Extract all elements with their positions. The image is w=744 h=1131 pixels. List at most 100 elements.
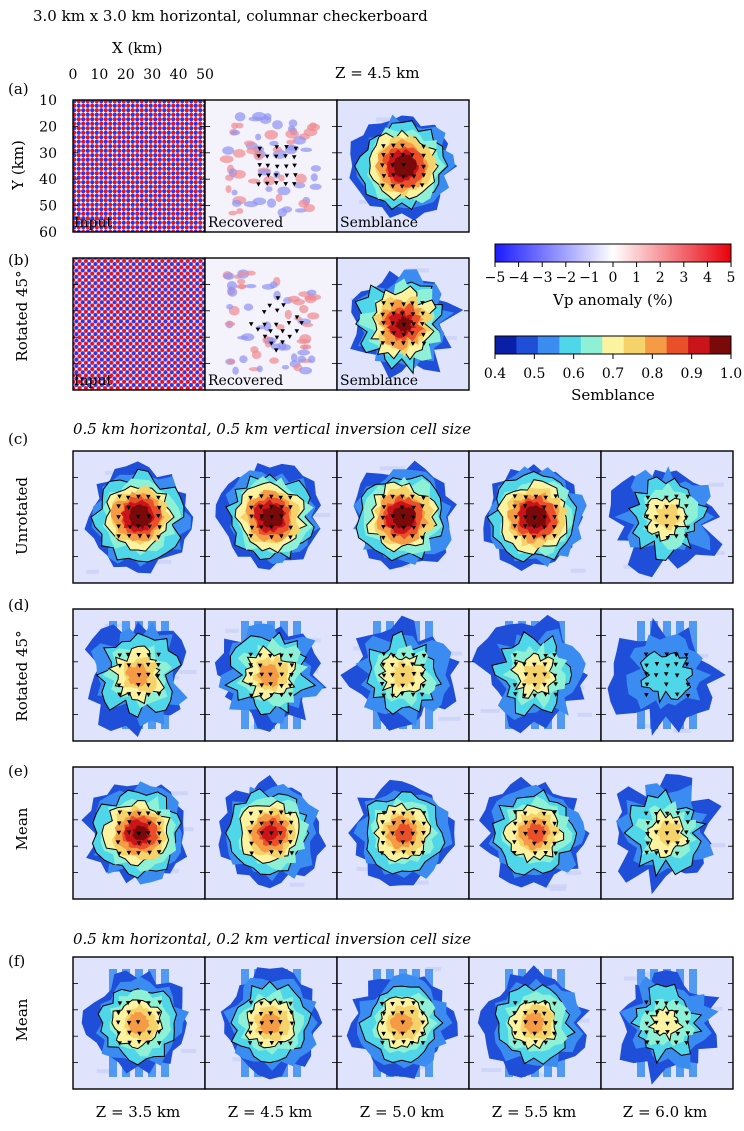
station-marker (391, 810, 397, 816)
panel-content (601, 451, 733, 583)
station-marker (157, 840, 162, 845)
station-marker (289, 1021, 295, 1026)
station-marker (420, 851, 426, 856)
station-marker (380, 831, 386, 836)
station-marker (532, 841, 537, 846)
station-marker (400, 673, 406, 678)
station-marker (674, 494, 679, 499)
station-marker (512, 851, 517, 856)
semblance-step (645, 336, 668, 354)
station-marker (293, 173, 298, 178)
panel-letter-d: (d) (8, 596, 29, 614)
station-marker (653, 830, 659, 835)
semblance-step (623, 336, 646, 354)
station-marker (381, 153, 386, 158)
station-marker (145, 1041, 151, 1046)
recovered-anomaly (299, 366, 313, 375)
station-marker (249, 505, 254, 510)
station-marker (390, 153, 395, 158)
station-marker (673, 662, 679, 667)
semblance-step (666, 336, 689, 354)
station-marker (248, 495, 253, 501)
station-marker (390, 341, 396, 347)
station-marker (269, 850, 274, 855)
station-marker (675, 841, 680, 846)
station-marker (541, 505, 547, 510)
recovered-anomaly (238, 270, 246, 277)
vp-tick-label: −2 (555, 270, 576, 286)
station-marker (156, 1020, 161, 1025)
station-marker (390, 1011, 396, 1016)
station-marker (147, 821, 152, 826)
station-marker (116, 821, 122, 826)
station-marker (523, 1020, 528, 1025)
semblance-streak (697, 653, 709, 658)
panel-e-5 (600, 766, 734, 900)
panel-content (469, 451, 601, 583)
station-marker (279, 684, 284, 689)
station-marker (293, 146, 299, 151)
recovered-anomaly (299, 344, 312, 350)
station-marker (513, 535, 518, 540)
station-marker (273, 154, 279, 159)
x-tick-label: 10 (90, 67, 108, 83)
station-marker (675, 515, 680, 520)
station-marker (532, 662, 537, 667)
station-marker (644, 525, 649, 530)
semblance-contour (259, 1011, 281, 1035)
recovered-anomaly (272, 146, 283, 153)
station-marker (292, 182, 297, 187)
station-marker (665, 1030, 670, 1035)
vp-colorbar: −5 −4 −3 −2 −1 0 1 2 3 4 5 Vp anomaly (%) (485, 243, 735, 309)
station-marker (420, 1031, 425, 1036)
station-marker (249, 851, 254, 856)
panel-letter-a: (a) (8, 80, 29, 98)
station-marker (256, 154, 261, 159)
station-marker (146, 494, 151, 500)
station-marker (248, 682, 253, 687)
station-marker (136, 673, 142, 678)
station-marker (523, 831, 528, 837)
recovered-anomaly (297, 355, 307, 363)
station-marker (654, 534, 660, 539)
station-marker (115, 840, 121, 845)
panel-f-3 (336, 956, 470, 1090)
panel-frame (336, 257, 470, 391)
station-marker (274, 181, 279, 186)
recovered-anomaly (295, 173, 307, 184)
station-marker (273, 348, 279, 353)
station-marker (257, 653, 263, 658)
station-marker (247, 1041, 253, 1046)
panel-content (601, 957, 733, 1089)
station-marker (684, 653, 689, 658)
panel-d-4 (468, 608, 602, 742)
x-tick-label: 20 (117, 67, 135, 83)
recovered-anomaly (256, 365, 263, 373)
semblance-streak (358, 199, 373, 204)
station-marker (136, 1000, 142, 1005)
panel-b-2 (204, 257, 338, 391)
semblance-streak (289, 882, 305, 887)
station-marker (644, 663, 649, 668)
station-marker (400, 143, 405, 148)
station-marker (381, 535, 386, 541)
recovered-anomaly (251, 350, 262, 359)
station-marker (127, 1040, 132, 1045)
station-marker (543, 1001, 548, 1006)
station-marker (390, 663, 395, 668)
station-marker (664, 821, 670, 826)
station-marker (523, 515, 528, 520)
station-marker (156, 821, 162, 826)
station-marker (674, 534, 679, 539)
semblance-streak (181, 1048, 197, 1053)
recovered-anomaly (223, 272, 235, 280)
vp-colorbar-ramp (494, 243, 732, 263)
station-marker (277, 1010, 283, 1015)
station-marker (512, 653, 518, 658)
station-marker (127, 525, 133, 530)
station-marker (664, 682, 669, 687)
station-marker (278, 840, 283, 845)
station-marker (400, 494, 405, 499)
panel-letter-e: (e) (8, 762, 29, 780)
station-marker (654, 505, 660, 510)
